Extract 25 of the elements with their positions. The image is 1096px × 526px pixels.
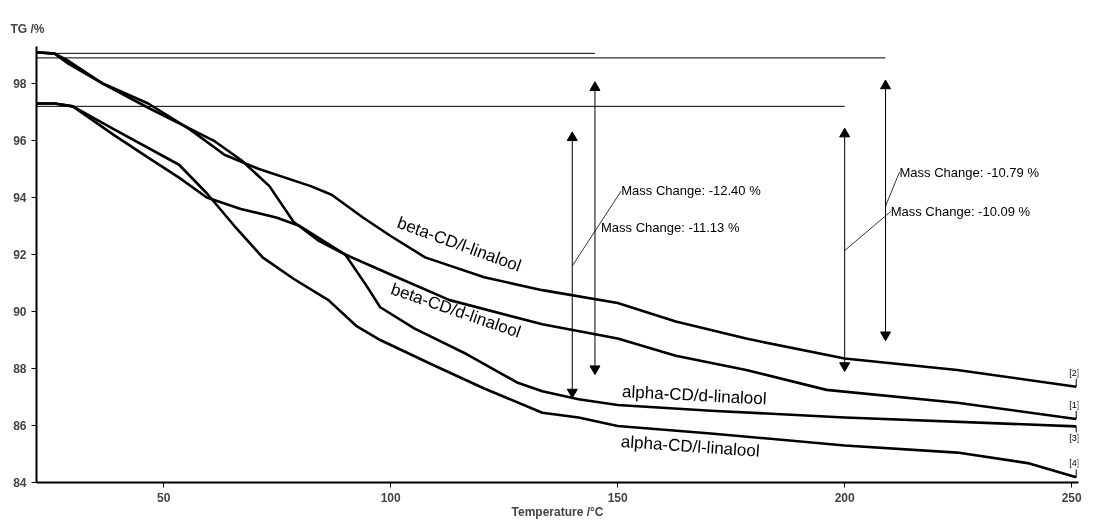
x-tick-label: 150 (607, 490, 628, 505)
y-tick-label: 88 (13, 362, 27, 377)
annotation: [2] (1069, 367, 1080, 378)
annotation: [1] (1069, 399, 1080, 410)
y-tick-label: 96 (13, 134, 27, 149)
y-tick-label: 90 (13, 305, 27, 320)
annotation: [3] (1069, 433, 1080, 444)
y-tick-label: 86 (13, 419, 27, 434)
annotation: Mass Change: -12.40 % (621, 183, 762, 199)
annotation: Mass Change: -11.13 % (600, 219, 740, 235)
x-tick-label: 250 (1061, 490, 1083, 505)
x-tick-label: 100 (380, 490, 401, 505)
series-label: alpha-CD/d-linalool (621, 382, 768, 409)
series-label: alpha-CD/l-linalool (620, 432, 761, 461)
annotation: Mass Change: -10.79 % (899, 164, 1040, 180)
annotation: [4] (1069, 458, 1080, 469)
x-tick-label: 200 (834, 490, 856, 505)
y-tick-label: 98 (13, 77, 27, 92)
y-tick-label: 94 (13, 191, 27, 206)
y-tick-label: 84 (13, 476, 27, 490)
x-axis-title: Temperature /°C (511, 504, 604, 519)
y-tick-label: 92 (13, 248, 27, 263)
y-axis-title: TG /% (10, 21, 45, 36)
annotation: Mass Change: -10.09 % (890, 204, 1031, 220)
x-tick-label: 50 (156, 490, 171, 505)
